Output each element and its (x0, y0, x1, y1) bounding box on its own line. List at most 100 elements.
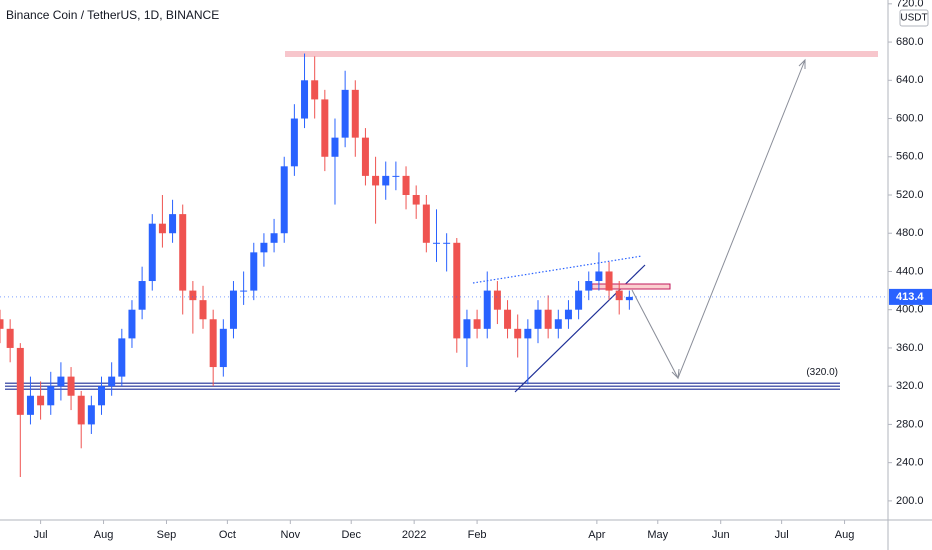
candle-body (463, 319, 471, 339)
candle-body (615, 290, 623, 301)
candle-body (422, 204, 430, 243)
candle-body (26, 395, 34, 415)
candle-body (382, 175, 390, 186)
candle-body (372, 175, 380, 186)
candle-body (595, 271, 603, 282)
candle-body (250, 252, 258, 291)
candle-body (412, 195, 420, 205)
y-tick-label: 200.0 (896, 495, 924, 507)
candle-body (534, 309, 542, 329)
candle-body (321, 99, 329, 157)
candle-body (128, 309, 136, 339)
x-tick-label: Aug (835, 529, 855, 541)
candle-body (179, 214, 187, 291)
x-tick-label: Sep (157, 529, 177, 541)
x-tick-label: Oct (219, 529, 236, 541)
x-tick-label: Jun (712, 529, 730, 541)
last-price-box (889, 288, 932, 305)
candle-body (341, 89, 349, 138)
plot-area: (320.0) (0, 51, 888, 477)
candle-body (169, 214, 177, 234)
candle-body (524, 328, 532, 339)
breakdown-box (591, 283, 671, 290)
y-tick-label: 640.0 (896, 74, 924, 86)
candle-body (148, 223, 156, 282)
y-tick-label: 520.0 (896, 189, 924, 201)
y-tick-label: 600.0 (896, 112, 924, 124)
candle-body (219, 328, 227, 368)
candle-body (432, 242, 440, 244)
x-tick-label: Apr (588, 529, 605, 541)
x-tick-label: Feb (468, 529, 487, 541)
candle-body (37, 395, 45, 406)
x-tick-label: Dec (341, 529, 361, 541)
candle-body (575, 290, 583, 310)
candle-body (189, 290, 197, 301)
candle-body (301, 80, 309, 119)
candle-body (392, 175, 400, 177)
y-tick-label: 240.0 (896, 457, 924, 469)
arrow-head (671, 368, 680, 380)
candle-body (361, 137, 369, 176)
x-tick-label: May (647, 529, 668, 541)
candle-body (514, 328, 522, 339)
y-tick-label: 280.0 (896, 418, 924, 430)
candle-body (138, 281, 146, 310)
candle-body (6, 328, 14, 348)
candle-body (280, 166, 288, 234)
y-tick-label: 440.0 (896, 265, 924, 277)
candle-body (544, 309, 552, 329)
y-tick-label: 560.0 (896, 151, 924, 163)
support-label: (320.0) (806, 367, 838, 378)
candle-body (605, 271, 613, 291)
candle-body (311, 80, 319, 100)
x-tick-label: Aug (94, 529, 114, 541)
y-tick-label: 320.0 (896, 380, 924, 392)
candle-body (473, 319, 481, 329)
candle-body (402, 175, 410, 195)
y-tick-label: 720.0 (896, 0, 924, 10)
x-tick-label: Nov (281, 529, 301, 541)
candle-body (0, 319, 4, 329)
arrow-head (798, 58, 806, 69)
candle-body (260, 242, 268, 253)
x-tick-label: Jul (775, 529, 789, 541)
candle-body (16, 347, 24, 415)
candle-body (270, 233, 278, 243)
y-tick-label: 480.0 (896, 227, 924, 239)
candle-body (229, 290, 237, 329)
candle-body (77, 395, 85, 425)
x-tick-label: 2022 (402, 529, 426, 541)
candle-body (57, 376, 65, 387)
candle-body (108, 376, 116, 387)
x-tick-label: Jul (34, 529, 48, 541)
candle-body (290, 118, 298, 167)
candle-body (443, 242, 451, 244)
last-price-label: 413.4 (896, 291, 924, 303)
candle-body (453, 242, 461, 339)
candle-body (158, 223, 166, 234)
candle-body (118, 338, 126, 377)
currency: USDT (900, 13, 927, 24)
candle-body (209, 319, 217, 368)
candle-body (564, 309, 572, 320)
candle-body (554, 319, 562, 329)
candle-body (67, 376, 75, 396)
chart-title: Binance Coin / TetherUS, 1D, BINANCE (6, 8, 219, 22)
y-tick-label: 400.0 (896, 304, 924, 316)
currency-box[interactable] (899, 9, 929, 27)
dotted-line (472, 255, 643, 284)
candle-body (47, 386, 55, 406)
y-tick-label: 680.0 (896, 36, 924, 48)
candle-body (493, 290, 501, 310)
candle-body (351, 89, 359, 138)
candle-body (199, 300, 207, 320)
candle-body (625, 296, 633, 301)
candle-body (87, 405, 95, 425)
candle-body (585, 281, 593, 291)
candle-body (331, 137, 339, 157)
candle-body (98, 386, 106, 406)
y-tick-label: 360.0 (896, 342, 924, 354)
